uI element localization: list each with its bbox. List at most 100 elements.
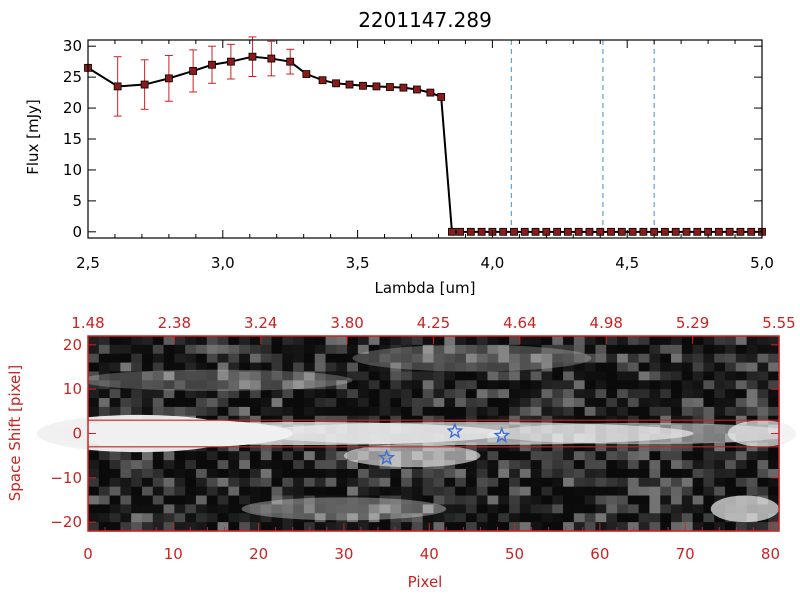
noise-cell [390,398,402,408]
noise-cell [336,468,348,479]
noise-cell [692,451,705,461]
noise-cell [476,460,489,470]
noise-cell [573,380,586,390]
x-tick-label: 50 [505,545,524,563]
noise-cell [152,477,165,488]
noise-cell [401,371,413,381]
noise-cell [465,344,478,355]
noise-cell [498,460,510,470]
noise-cell [152,486,165,497]
noise-cell [163,406,175,417]
noise-cell [563,522,575,532]
noise-cell [368,380,381,390]
noise-cell [649,398,661,408]
noise-cell [217,380,229,390]
noise-cell [98,353,111,364]
top-tick-label: 1.48 [71,314,104,332]
top-tick-label: 4.25 [417,314,450,332]
noise-cell [206,486,219,497]
data-point [226,57,235,66]
noise-cell [541,389,553,399]
noise-cell [660,380,672,390]
noise-cell [282,336,294,346]
noise-cell [368,353,381,364]
noise-cell [282,513,294,523]
noise-cell [552,451,564,461]
noise-cell [88,344,100,355]
noise-cell [638,468,651,479]
noise-cell [293,380,305,390]
noise-cell [584,451,597,461]
noise-cell [530,486,543,497]
noise-cell [390,362,402,373]
noise-cell [163,353,175,364]
noise-cell [152,380,165,390]
noise-cell [217,406,229,417]
noise-cell [746,486,759,497]
noise-cell [627,477,640,488]
noise-cell [357,380,370,390]
noise-cell [757,477,769,488]
noise-cell [455,371,467,381]
y-tick-label: 20 [63,336,82,354]
noise-cell [541,522,553,532]
noise-cell [552,336,564,346]
noise-cell [487,495,499,506]
noise-cell [185,380,197,390]
noise-cell [617,451,629,461]
noise-cell [152,344,165,355]
noise-cell [541,362,553,373]
noise-cell [552,344,564,355]
noise-cell [195,371,208,381]
noise-cell [649,504,661,514]
noise-cell [519,513,532,523]
noise-cell [606,344,618,355]
data-point [267,54,276,63]
x-axis-label: Lambda [um] [375,279,476,297]
noise-cell [563,380,575,390]
x-tick-label: 4,0 [480,254,504,272]
spectrum-plot [84,36,766,238]
noise-cell [606,362,618,373]
noise-cell [563,362,575,373]
noise-cell [271,451,283,461]
data-point [520,227,529,236]
noise-cell [519,495,532,506]
noise-cell [174,460,186,470]
noise-cell [282,344,294,355]
image-axes: 0 10 20 30 40 50 60 70 80 1.48 2.38 3.24 3.80 4.25 4.6… [50,314,795,563]
noise-cell [649,380,661,390]
noise-cell [152,451,165,461]
noise-cell [195,344,208,355]
noise-cell [768,486,780,497]
noise-cell [671,362,683,373]
noise-cell [638,477,651,488]
noise-cell [714,389,726,399]
noise-cell [552,495,564,506]
noise-cell [681,406,694,417]
y-tick-label: 10 [63,380,82,398]
noise-cell [703,344,715,355]
noise-cell [152,504,165,514]
noise-cell [595,344,607,355]
noise-cell [476,362,489,373]
data-point [617,227,626,236]
noise-cell [541,344,553,355]
noise-cell [347,468,359,479]
noise-cell [487,522,499,532]
noise-cell [131,353,143,364]
noise-cell [509,389,521,399]
noise-cell [357,362,370,373]
noise-cell [368,522,381,532]
noise-cell [617,495,629,506]
noise-cell [239,380,251,390]
noise-cell [336,353,348,364]
noise-cell [649,460,661,470]
noise-cell [379,406,391,417]
noise-cell [379,389,391,399]
noise-cell [347,336,359,346]
noise-cell [768,389,780,399]
noise-cell [217,398,229,408]
noise-cell [217,495,229,506]
